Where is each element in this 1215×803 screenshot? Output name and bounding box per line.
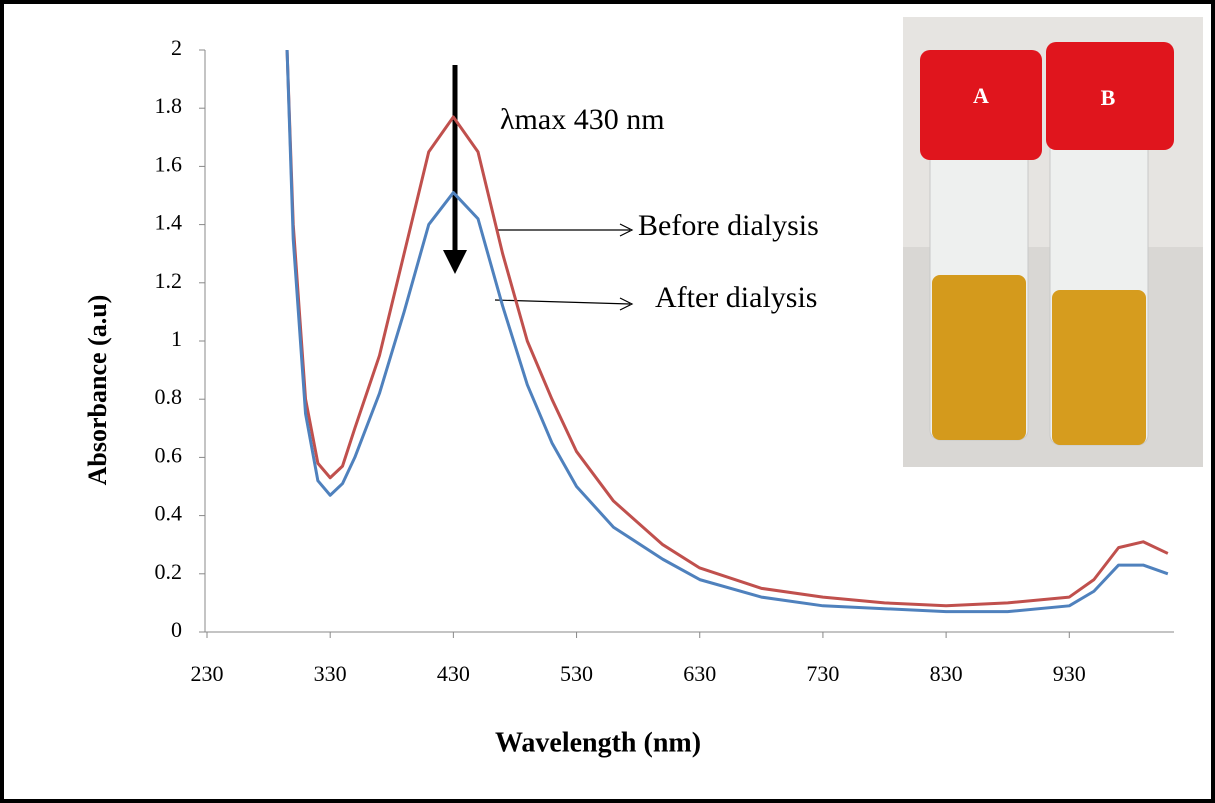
x-tick-label: 630 (683, 661, 716, 686)
series-line (285, 49, 1169, 608)
pointer (619, 223, 634, 237)
series-label: After dialysis (655, 281, 817, 314)
y-tick-label: 0 (171, 617, 182, 642)
series-label: Before dialysis (638, 209, 819, 242)
x-tick-label: 930 (1053, 661, 1086, 686)
x-tick-label: 730 (806, 661, 839, 686)
y-tick-label: 1 (171, 326, 182, 351)
x-axis-title: Wavelength (nm) (495, 727, 701, 758)
pointer (619, 297, 634, 311)
series-line (285, 49, 1169, 614)
y-tick-label: 0.4 (155, 501, 183, 526)
inset-label: B (1101, 85, 1116, 110)
y-tick-label: 0.2 (155, 559, 183, 584)
annotation: λmax 430 nm (500, 103, 665, 136)
inset-photo (903, 17, 1203, 467)
y-tick-label: 1.2 (155, 268, 183, 293)
x-tick-label: 230 (191, 661, 224, 686)
y-tick-label: 1.4 (155, 210, 183, 235)
y-tick-label: 0.6 (155, 442, 183, 467)
y-tick-label: 1.8 (155, 93, 183, 118)
y-axis-title: Absorbance (a.u) (83, 295, 112, 486)
x-tick-label: 530 (560, 661, 593, 686)
y-tick-label: 0.8 (155, 384, 183, 409)
y-tick-label: 1.6 (155, 151, 183, 176)
inset-label: A (973, 83, 989, 108)
x-tick-label: 830 (930, 661, 963, 686)
arrow-head (443, 250, 467, 274)
y-tick-label: 2 (171, 35, 182, 60)
pointer (494, 299, 631, 305)
x-tick-label: 430 (437, 661, 470, 686)
x-tick-label: 330 (314, 661, 347, 686)
